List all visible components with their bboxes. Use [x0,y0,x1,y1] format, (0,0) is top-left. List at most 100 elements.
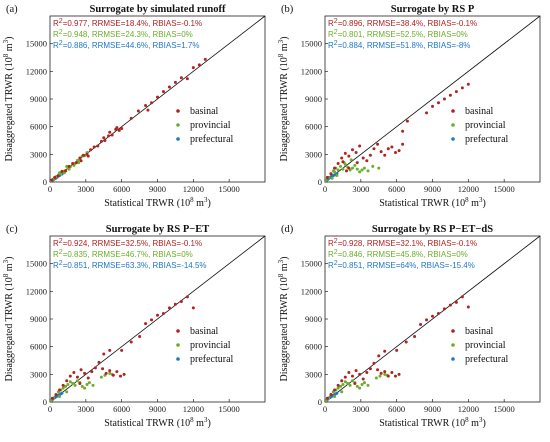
panel-title: Surrogate by simulated runoff [89,4,226,15]
y-tick-label: 6000 [305,342,322,352]
x-tick-label: 6000 [113,404,130,414]
basinal-point [129,340,133,344]
x-axis-label-part: 8 [190,196,194,204]
basinal-point [108,369,112,373]
basinal-point [383,370,387,374]
provincial-point [371,164,375,168]
basinal-point [448,93,452,97]
x-axis-label-part: 3 [479,416,483,424]
stat-line-provincial-part: 2 [334,249,338,256]
provincial-point [87,381,91,385]
provincial-point [108,371,112,375]
x-axis-label: Statistical TRWR (108 m3) [104,416,211,429]
basinal-point [74,161,78,165]
x-tick-label: 0 [323,184,327,194]
stat-line-prefectural-part: 2 [59,40,63,47]
stat-line-prefectural-part: R [328,41,334,50]
basinal-point [376,368,380,372]
basinal-point [425,318,429,322]
basinal-point [86,376,90,380]
stat-line-provincial: R2=0.948, RRMSE=24.3%, RBIAS=0% [53,29,193,40]
y-axis-label: Disaggregated TRWR (108 m3) [277,37,290,162]
basinal-point [393,150,397,154]
basinal-point [150,101,154,105]
basinal-point [401,129,405,133]
y-tick-label: 9000 [30,314,47,324]
legend-marker-prefectural [176,357,180,361]
basinal-point [104,371,108,375]
legend-label-basinal: basinal [190,326,219,337]
y-axis-label-part: 8 [277,53,285,57]
stat-line-provincial-part: =0.948, RRMSE=24.3%, RBIAS=0% [63,30,193,39]
stat-line-provincial-part: 2 [59,249,63,256]
provincial-point [341,382,345,386]
legend: basinal provincial prefectural [451,326,509,365]
basinal-point [93,366,97,370]
basinal-point [368,367,372,371]
x-tick-label: 9000 [149,184,166,194]
y-tick-label: 9000 [305,94,322,104]
legend-label-provincial: provincial [465,120,506,131]
y-axis-label-part: 8 [2,53,10,57]
y-tick-label: 3000 [305,149,322,159]
basinal-point [379,150,383,154]
basinal-point [72,370,76,374]
provincial-point [336,168,340,172]
x-tick-label: 9000 [149,404,166,414]
stat-line-prefectural-part: =0.884, RRMSE=51.8%, RBIAS=-8% [338,41,471,50]
legend-marker-prefectural [451,137,455,141]
basinal-point [401,142,405,146]
legend-label-basinal: basinal [465,106,494,117]
basinal-point [58,388,62,392]
basinal-point [138,335,142,339]
legend-marker-provincial [451,343,455,347]
legend-marker-basinal [451,329,455,333]
basinal-point [454,90,458,94]
basinal-point [111,373,115,377]
x-tick-label: 6000 [388,404,405,414]
stat-line-basinal-part: =0.977, RRMSE=18.4%, RBIAS=-0.1% [63,19,202,28]
basinal-point [90,370,94,374]
provincial-point [348,383,352,387]
basinal-point [144,103,148,107]
provincial-point [346,382,350,386]
provincial-point [350,379,354,383]
basinal-point [442,307,446,311]
basinal-point [365,159,369,163]
x-tick-label: 0 [48,404,52,414]
x-axis-label-part: 8 [465,416,469,424]
provincial-point [349,158,353,162]
panel-label: (c) [6,224,18,235]
basinal-point [101,367,105,371]
y-tick-label: 15000 [26,259,47,269]
legend-label-provincial: provincial [465,340,506,351]
basinal-point [340,156,344,160]
legend-marker-basinal [176,329,180,333]
basinal-point [108,130,112,134]
stat-line-basinal-part: 2 [334,238,338,245]
basinal-point [86,154,90,158]
y-axis-label-part: Disaggregated TRWR (10 [4,277,15,381]
y-axis-label-part: 8 [277,273,285,277]
provincial-point [67,167,71,171]
stat-line-prefectural-part: 2 [334,260,338,267]
legend-label-prefectural: prefectural [190,134,234,145]
x-tick-label: 6000 [113,184,130,194]
basinal-point [386,147,390,151]
basinal-point [354,369,358,373]
x-tick-label: 15000 [219,184,240,194]
x-axis-label-part: m [469,198,480,209]
legend-marker-basinal [451,109,455,113]
provincial-point [360,382,364,386]
y-tick-label: 0 [318,177,322,187]
x-axis-label-part: ) [207,418,210,429]
stat-line-provincial: R2=0.835, RRMSE=46.7%, RBIAS=0% [53,249,193,260]
basinal-point [358,372,362,376]
provincial-point [355,384,359,388]
stat-line-basinal-part: =0.928, RRMSE=32.1%, RBIAS=-0.1% [338,239,477,248]
panel-c: Surrogate by RS P−ET (c) 00 3000 3000 6000 600… [2,224,266,429]
provincial-point [68,380,72,384]
y-axis-label-part: Disaggregated TRWR (10 [279,277,290,381]
basinal-point [395,348,399,352]
